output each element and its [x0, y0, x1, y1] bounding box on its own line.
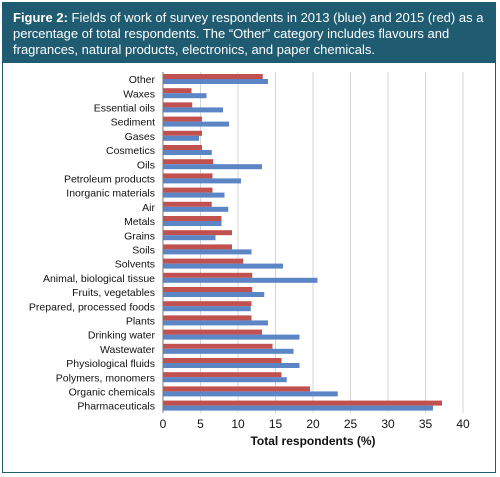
bar: [163, 187, 213, 193]
bar: [163, 386, 310, 392]
category-label: Solvents: [115, 259, 155, 271]
bar: [163, 358, 282, 363]
category-label: Oils: [137, 159, 155, 171]
bar: [163, 372, 282, 378]
bar: [163, 88, 192, 94]
bar: [163, 258, 244, 264]
category-label: Wastewater: [100, 344, 156, 356]
x-axis-title: Total respondents (%): [250, 434, 375, 448]
category-label: Waxes: [123, 88, 155, 100]
category-label: Sediment: [111, 117, 155, 129]
bar: [163, 334, 300, 340]
bar: [163, 206, 229, 212]
bar: [163, 377, 287, 383]
category-label: Grains: [124, 230, 155, 242]
x-tick-label: 5: [197, 417, 204, 431]
bar: [163, 201, 212, 207]
bar: [163, 164, 262, 170]
bar: [163, 74, 263, 79]
bar: [163, 235, 216, 241]
x-tick-label: 10: [231, 417, 245, 431]
bar: [163, 79, 268, 84]
bar: [163, 135, 199, 141]
category-label: Physiological fluids: [66, 358, 155, 370]
bar: [163, 272, 253, 278]
category-label: Gases: [125, 131, 155, 143]
x-tick-label: 15: [269, 417, 283, 431]
category-label: Petroleum products: [64, 174, 155, 186]
bar: [163, 391, 338, 397]
bar: [163, 230, 232, 236]
category-label: Cosmetics: [106, 145, 155, 157]
bar: [163, 405, 433, 411]
bar: [163, 192, 225, 198]
bar: [163, 301, 252, 307]
bar: [163, 287, 253, 292]
chart-gridlines: [200, 72, 464, 413]
bar: [163, 216, 222, 221]
bar: [163, 320, 268, 326]
category-label: Animal, biological tissue: [43, 273, 155, 285]
x-tick-labels: 0 5 10 15 20 25 30 35 40: [160, 417, 470, 431]
bar: [163, 159, 214, 165]
category-label: Fruits, vegetables: [72, 287, 155, 299]
x-tick-label: 35: [419, 417, 433, 431]
x-tick-label: 40: [456, 417, 470, 431]
category-label: Inorganic materials: [66, 188, 155, 200]
bar: [163, 306, 251, 312]
x-tick-label: 25: [344, 417, 358, 431]
bar: [163, 348, 294, 354]
bar: [163, 102, 193, 108]
chart-bars: [163, 74, 442, 411]
x-tick-label: 30: [381, 417, 395, 431]
category-label: Soils: [132, 245, 155, 257]
bar: [163, 400, 442, 406]
category-label: Air: [142, 202, 155, 214]
bar: [163, 173, 213, 179]
bar: [163, 107, 223, 113]
bar: [163, 343, 273, 349]
bar: [163, 93, 207, 99]
bar: [163, 315, 252, 321]
bar: [163, 329, 262, 335]
bar: [163, 263, 283, 269]
bar: [163, 221, 222, 226]
figure-caption-header: Figure 2: Fields of work of survey respo…: [3, 3, 495, 63]
category-label: Other: [129, 74, 156, 86]
category-label: Plants: [126, 316, 155, 328]
category-label: Drinking water: [88, 330, 156, 342]
category-label: Organic chemicals: [69, 387, 155, 399]
bar: [163, 244, 232, 250]
x-tick-label: 20: [306, 417, 320, 431]
bar: [163, 178, 241, 184]
x-tick-label: 0: [160, 417, 167, 431]
bar: [163, 277, 318, 283]
category-label: Polymers, monomers: [56, 372, 155, 384]
figure-caption: Fields of work of survey respondents in …: [13, 10, 484, 57]
category-labels: Other Waxes Essential oils Sediment Gases Cos…: [29, 74, 156, 413]
category-label: Prepared, processed foods: [29, 301, 155, 313]
category-label: Essential oils: [94, 103, 155, 115]
bar: [163, 121, 229, 127]
bar: [163, 130, 202, 136]
category-label: Metals: [124, 216, 155, 228]
bar: [163, 249, 252, 255]
bar: [163, 150, 212, 155]
bar: [163, 363, 300, 368]
category-label: Pharmaceuticals: [77, 401, 155, 413]
bar: [163, 116, 202, 122]
figure-label: Figure 2:: [13, 10, 68, 25]
bar: [163, 292, 265, 297]
bar: [163, 145, 202, 150]
